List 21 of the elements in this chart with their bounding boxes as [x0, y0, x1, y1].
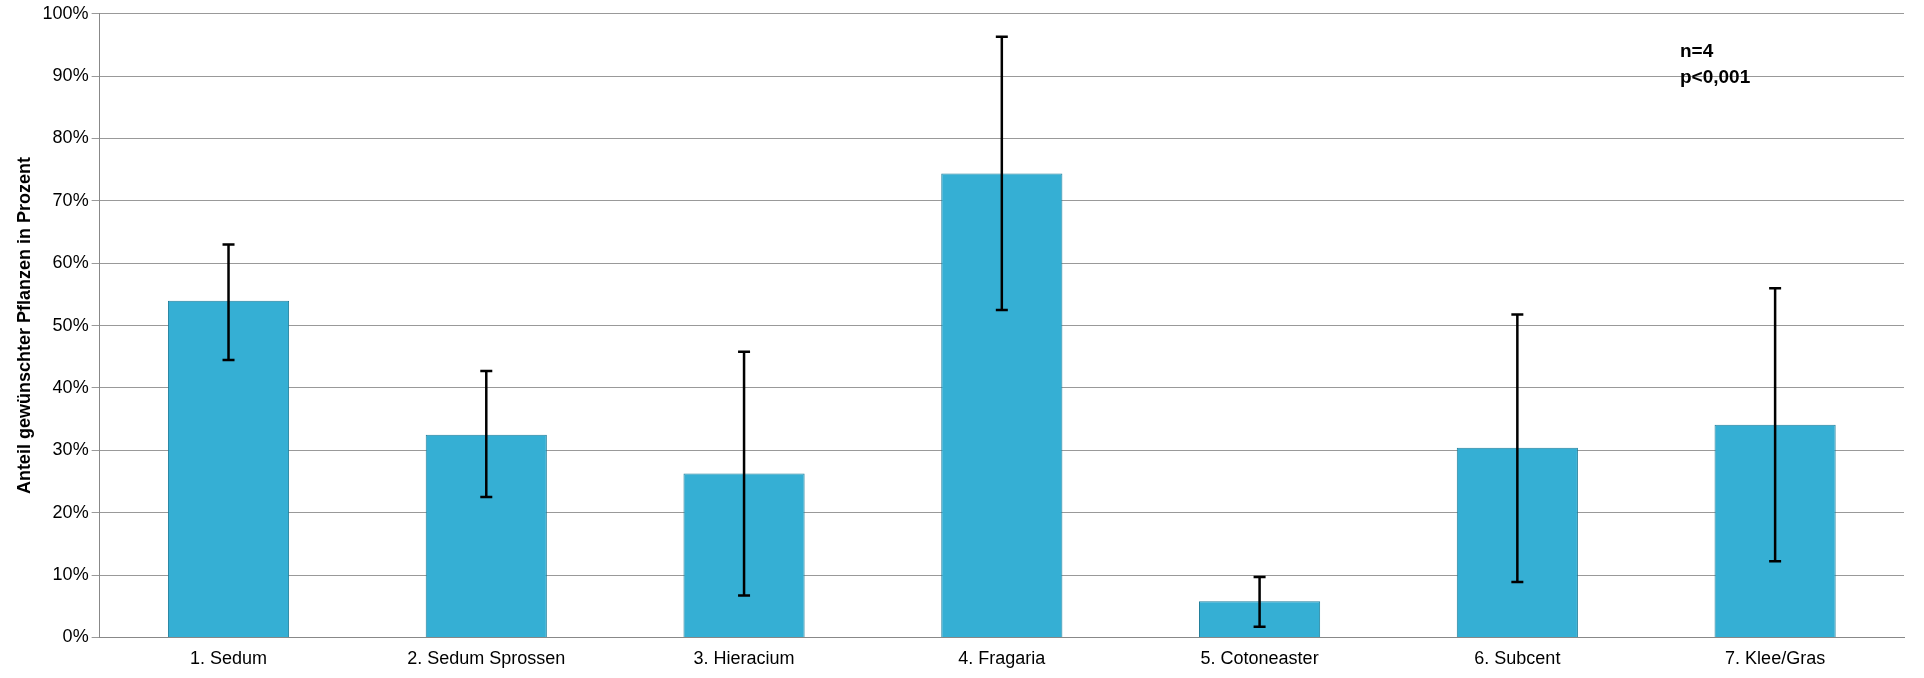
- y-tick-label: 0%: [62, 626, 89, 647]
- y-axis-title: Anteil gewünschter Pflanzen in Prozent: [13, 157, 34, 495]
- y-tick-label: 100%: [42, 2, 89, 23]
- y-tick-label: 90%: [52, 65, 89, 86]
- y-tick-label: 10%: [52, 564, 89, 585]
- y-tick-label: 30%: [52, 439, 89, 460]
- x-tick-label: 1. Sedum: [190, 648, 268, 669]
- annotation: n=4: [1680, 39, 1715, 63]
- y-tick-label: 80%: [52, 127, 89, 148]
- y-tick-label: 50%: [52, 314, 89, 335]
- x-tick-label: 4. Fragaria: [958, 648, 1047, 669]
- y-tick-label: 20%: [52, 501, 89, 522]
- annotation: p<0,001: [1680, 65, 1751, 89]
- x-tick-label: 2. Sedum Sprossen: [407, 648, 566, 669]
- x-tick-label: 6. Subcent: [1474, 648, 1561, 669]
- x-tick-label: 3. Hieracium: [693, 648, 795, 669]
- x-tick-label: 5. Cotoneaster: [1200, 648, 1319, 669]
- y-tick-label: 70%: [52, 189, 89, 210]
- y-tick-label: 60%: [52, 252, 89, 273]
- y-tick-label: 40%: [52, 376, 89, 397]
- x-tick-label: 7. Klee/Gras: [1725, 648, 1826, 669]
